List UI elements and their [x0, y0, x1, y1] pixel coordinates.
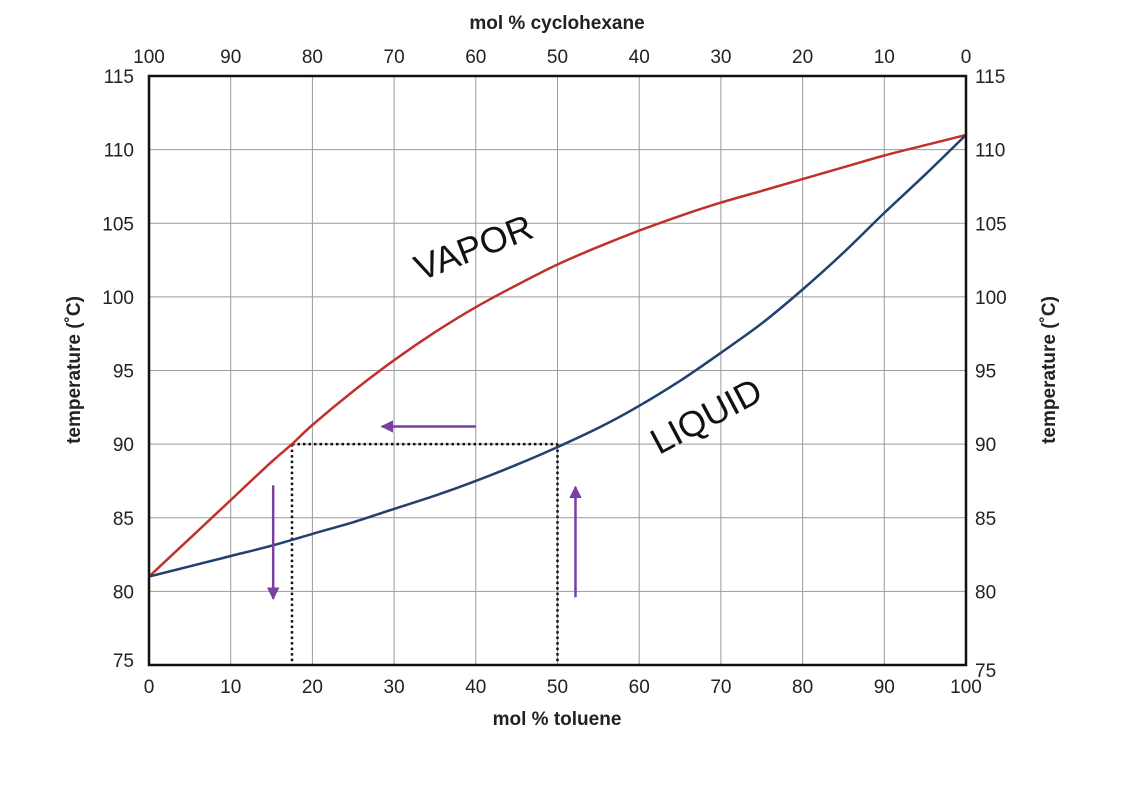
x-tick-label: 20 — [302, 677, 323, 698]
right-y-tick-label: 105 — [975, 214, 1007, 235]
right-y-tick-label: 85 — [975, 509, 996, 530]
x-tick-label: 80 — [792, 677, 813, 698]
top-x-tick-label: 80 — [302, 47, 323, 68]
right-y-tick-label: 100 — [975, 288, 1007, 309]
series-lines — [148, 133, 967, 578]
x-tick-label: 30 — [384, 677, 405, 698]
x-tick-label: 60 — [629, 677, 650, 698]
left-y-tick-label: 95 — [113, 362, 134, 383]
top-x-tick-label: 100 — [133, 47, 165, 68]
x-tick-label: 40 — [465, 677, 486, 698]
top-x-tick-label: 40 — [629, 47, 650, 68]
top-x-tick-label: 70 — [384, 47, 405, 68]
left-y-axis-title: temperature (˚C) — [64, 296, 85, 444]
left-y-tick-label: 110 — [104, 141, 134, 162]
x-tick-label: 50 — [547, 677, 568, 698]
tie-lines — [290, 442, 559, 665]
direction-arrows — [266, 420, 582, 600]
right-y-tick-label: 115 — [975, 67, 1005, 88]
left-y-tick-label: 75 — [113, 651, 134, 672]
right-y-axis-title: temperature (˚C) — [1039, 296, 1060, 444]
right-y-tick-label: 110 — [975, 141, 1005, 162]
liquid-curve — [148, 134, 967, 578]
right-y-tick-label: 95 — [975, 362, 996, 383]
top-x-tick-label: 0 — [961, 47, 972, 68]
x-tick-label: 70 — [710, 677, 731, 698]
top-x-tick-label: 10 — [874, 47, 895, 68]
right-y-tick-label: 80 — [975, 582, 996, 603]
top-x-tick-label: 60 — [465, 47, 486, 68]
plot-frame — [147, 74, 968, 667]
x-tick-label: 90 — [874, 677, 895, 698]
top-x-tick-label: 30 — [710, 47, 731, 68]
left-y-tick-label: 100 — [102, 288, 134, 309]
left-y-tick-label: 90 — [113, 435, 134, 456]
right-y-tick-label: 90 — [975, 435, 996, 456]
left-y-tick-label: 115 — [104, 67, 134, 88]
right-y-tick-label: 75 — [975, 661, 996, 682]
top-x-tick-label: 20 — [792, 47, 813, 68]
liquid-curve-label: LIQUID — [644, 370, 769, 463]
left-y-tick-label: 85 — [113, 509, 134, 530]
x-tick-label: 0 — [144, 677, 155, 698]
vapor-curve — [148, 133, 967, 578]
top-x-tick-label: 90 — [220, 47, 241, 68]
x-tick-label: 100 — [950, 677, 982, 698]
top-x-tick-label: 50 — [547, 47, 568, 68]
vapor-curve-label: VAPOR — [409, 206, 539, 288]
left-y-tick-label: 80 — [113, 582, 134, 603]
top-x-axis-title: mol % cyclohexane — [469, 13, 644, 34]
x-axis-title: mol % toluene — [493, 709, 622, 730]
left-y-tick-label: 105 — [102, 214, 134, 235]
x-tick-label: 10 — [220, 677, 241, 698]
